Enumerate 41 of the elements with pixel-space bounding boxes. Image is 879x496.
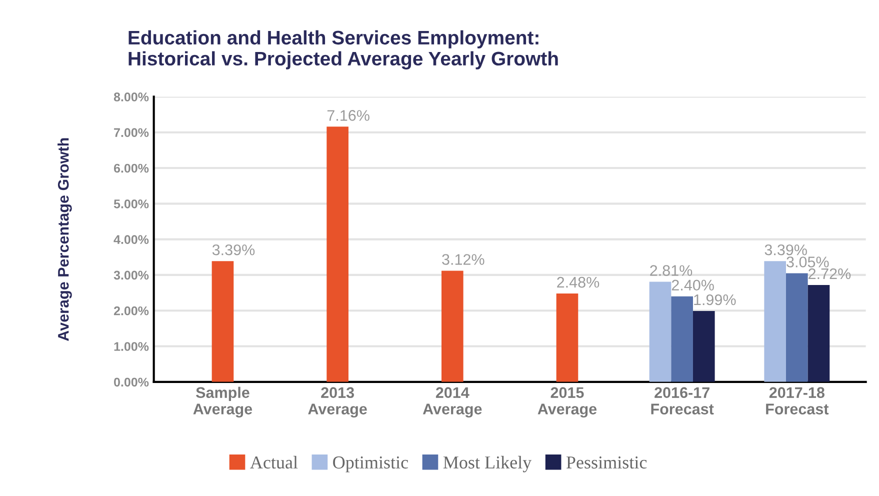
y-axis-title: Average Percentage Growth bbox=[58, 138, 72, 341]
data-label: 2.72% bbox=[808, 268, 851, 280]
legend-label: Most Likely bbox=[443, 456, 532, 472]
x-tick-label: 2014 Average bbox=[422, 387, 482, 418]
y-tick-label: 1.00% bbox=[114, 342, 149, 351]
data-label: 3.12% bbox=[442, 254, 484, 265]
x-tick-label: 2016-17 Forecast bbox=[651, 387, 714, 414]
x-tick-label: 2013 Average bbox=[308, 387, 367, 418]
chart-title: Education and Health Services Employment: Historical vs. Projected Average Yearly Growth bbox=[128, 30, 558, 70]
data-label: 3.05% bbox=[786, 256, 829, 268]
data-label: 7.16% bbox=[327, 110, 370, 121]
x-tick-label: 2017-18 Forecast bbox=[766, 387, 829, 414]
data-label: 2.40% bbox=[672, 280, 714, 291]
data-label: 3.39% bbox=[764, 244, 807, 256]
bar bbox=[692, 310, 715, 382]
bar bbox=[556, 294, 578, 382]
bar bbox=[441, 270, 464, 382]
legend-label: Optimistic bbox=[333, 456, 408, 472]
y-tick-label: 4.00% bbox=[114, 235, 149, 244]
bar bbox=[808, 284, 830, 382]
y-tick-label: 0.00% bbox=[114, 378, 149, 387]
data-label: 2.48% bbox=[557, 276, 600, 288]
y-tick-label: 3.00% bbox=[114, 270, 149, 280]
bar bbox=[764, 261, 786, 382]
data-label: 2.81% bbox=[650, 265, 692, 276]
data-label: 1.99% bbox=[694, 294, 736, 306]
bar bbox=[212, 261, 234, 382]
x-tick-label: Sample Average bbox=[193, 386, 252, 418]
y-tick-label: 2.00% bbox=[114, 306, 149, 316]
bar bbox=[326, 126, 348, 382]
bar bbox=[671, 296, 693, 382]
y-tick-label: 5.00% bbox=[114, 199, 149, 208]
legend-label: Actual bbox=[250, 456, 298, 469]
legend-label: Pessimistic bbox=[566, 456, 647, 469]
y-tick-label: 7.00% bbox=[114, 128, 149, 138]
y-tick-label: 6.00% bbox=[114, 164, 149, 173]
bar bbox=[649, 282, 672, 382]
x-tick-label: 2015 Average bbox=[538, 387, 597, 418]
y-tick-label: 8.00% bbox=[114, 92, 149, 102]
bar bbox=[786, 273, 808, 382]
data-label: 3.39% bbox=[212, 244, 255, 256]
